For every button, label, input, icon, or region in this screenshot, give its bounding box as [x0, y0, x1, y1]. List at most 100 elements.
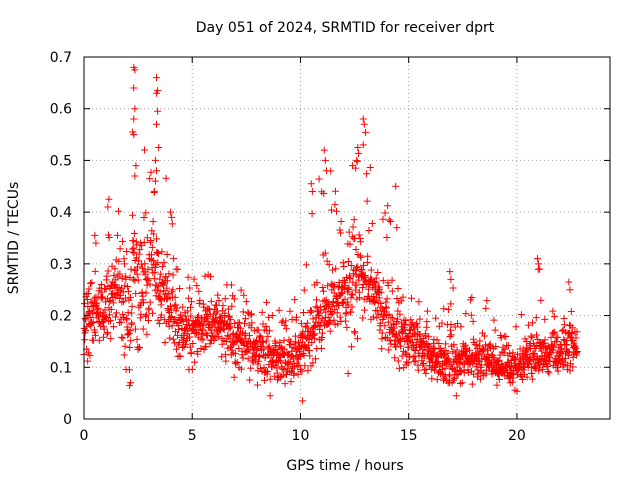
data-point: [495, 376, 503, 384]
data-point: [278, 365, 286, 373]
data-point: [469, 335, 477, 343]
data-point: [237, 365, 245, 373]
data-point: [111, 313, 119, 321]
data-point: [149, 257, 157, 265]
data-point: [104, 267, 112, 275]
data-point: [394, 285, 402, 293]
data-point: [193, 282, 201, 290]
data-point: [405, 326, 413, 334]
data-point: [356, 235, 364, 243]
data-point: [192, 318, 200, 326]
data-point: [475, 350, 483, 358]
data-point: [127, 309, 135, 317]
data-point: [343, 323, 351, 331]
data-point: [277, 357, 285, 365]
data-point: [376, 319, 384, 327]
data-point: [568, 324, 576, 332]
data-point: [258, 308, 266, 316]
data-point: [345, 228, 353, 236]
data-point: [233, 358, 241, 366]
data-point: [299, 397, 307, 405]
data-point: [207, 297, 215, 305]
data-point: [537, 296, 545, 304]
data-point: [185, 333, 193, 341]
ticks-layer: [83, 56, 610, 420]
data-point: [299, 350, 307, 358]
data-point: [291, 296, 299, 304]
data-point: [268, 312, 276, 320]
data-point: [415, 330, 423, 338]
data-point: [163, 277, 171, 285]
data-point: [377, 300, 385, 308]
data-point: [384, 202, 392, 210]
grid-layer: [84, 57, 610, 419]
data-point: [337, 217, 345, 225]
data-point: [82, 327, 90, 335]
data-point: [384, 281, 392, 289]
data-point: [115, 257, 123, 265]
data-point: [155, 144, 163, 151]
data-point: [110, 323, 118, 331]
data-point: [376, 285, 384, 293]
data-point: [116, 245, 124, 253]
x-tick-labels: 0 5 10 15 20: [80, 428, 526, 444]
data-point: [495, 356, 503, 364]
x-tick-label: 10: [292, 428, 310, 444]
data-point: [528, 333, 536, 341]
data-point: [330, 316, 338, 324]
data-point: [442, 340, 450, 348]
data-point: [274, 348, 282, 356]
data-point: [188, 365, 196, 373]
data-point: [446, 371, 454, 379]
data-point: [373, 314, 381, 322]
data-point: [470, 370, 478, 378]
data-point: [131, 172, 139, 180]
data-point: [135, 250, 143, 258]
data-point: [89, 336, 97, 344]
data-point: [480, 345, 488, 353]
data-point: [160, 258, 168, 266]
data-point: [379, 215, 387, 223]
data-point: [294, 370, 302, 378]
data-point: [469, 317, 477, 325]
data-point: [97, 281, 105, 289]
data-point: [328, 206, 336, 214]
data-point: [121, 260, 129, 268]
data-point: [365, 226, 373, 234]
data-point: [151, 268, 159, 276]
data-point: [523, 338, 531, 346]
data-point: [306, 352, 314, 360]
data-point: [560, 336, 568, 344]
data-point: [554, 333, 562, 341]
data-point: [440, 305, 448, 313]
data-point: [144, 316, 152, 324]
data-point: [117, 292, 125, 300]
data-point: [116, 270, 124, 278]
data-point: [148, 264, 156, 272]
data-point: [148, 243, 156, 251]
data-point: [245, 332, 253, 340]
data-point: [127, 265, 135, 273]
data-point: [92, 239, 100, 247]
data-point: [467, 311, 475, 319]
data-point: [497, 334, 505, 342]
data-point: [112, 309, 120, 317]
data-point: [172, 345, 180, 353]
data-point: [565, 278, 573, 286]
data-point: [409, 342, 417, 350]
y-axis-label: SRMTID / TECUs: [6, 182, 22, 295]
data-point: [438, 351, 446, 359]
data-point: [496, 351, 504, 359]
data-point: [226, 335, 234, 343]
data-point: [491, 326, 499, 334]
data-point: [142, 312, 150, 320]
data-point: [402, 317, 410, 325]
data-point: [239, 308, 247, 316]
data-point: [530, 350, 538, 358]
data-point: [368, 276, 376, 284]
data-point: [337, 229, 345, 237]
data-point: [381, 322, 389, 330]
data-point: [147, 237, 155, 245]
data-point: [137, 310, 145, 318]
data-point: [106, 317, 114, 325]
